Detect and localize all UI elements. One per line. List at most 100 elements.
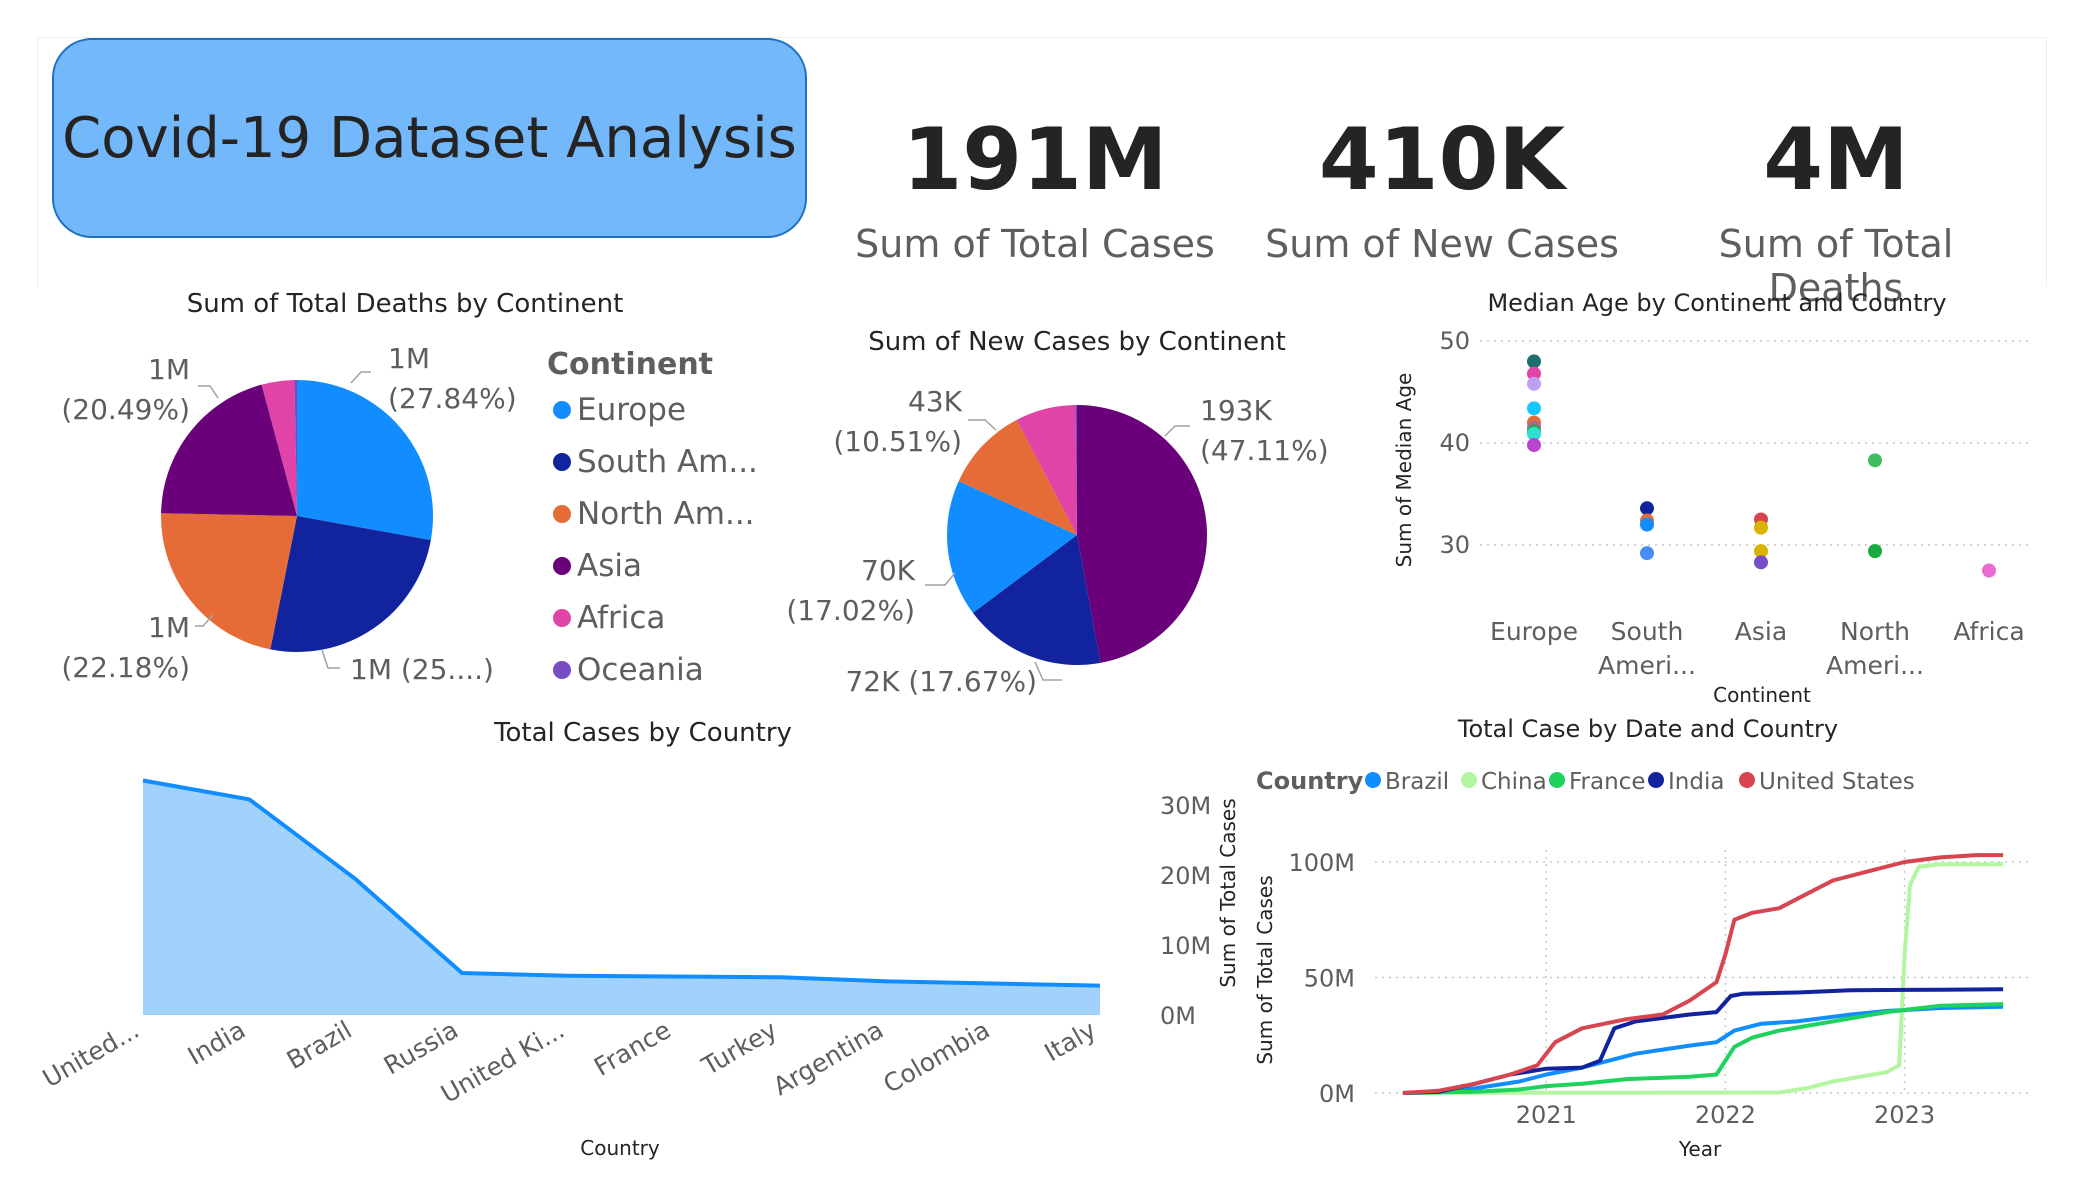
deaths-legend-item-oceania[interactable]: Oceania xyxy=(553,652,704,688)
deaths-pie-legend[interactable]: Continent Europe South Am... North Am... As… xyxy=(547,347,758,688)
line-series-brazil[interactable] xyxy=(1402,1004,2004,1095)
line-legend[interactable]: Brazil China France India United States xyxy=(1365,769,1915,795)
deaths-pie-slice-asia[interactable] xyxy=(161,384,297,516)
area-y-tick: 10M xyxy=(1160,932,1211,960)
new-cases-pie-labels: 193K (47.11%) 72K (17.67%) 70K (17.02%) … xyxy=(786,385,1328,698)
deaths-label-europe-pct: (27.84%) xyxy=(388,382,517,415)
scatter-point[interactable] xyxy=(1754,555,1768,570)
scatter-point[interactable] xyxy=(1527,401,1541,416)
area-y-axis-title: Sum of Total Cases xyxy=(1216,798,1240,987)
line-legend-item-united-states[interactable]: United States xyxy=(1739,769,1915,795)
deaths-pie-slice-europe[interactable] xyxy=(297,380,433,541)
new-cases-pie-slice-south-america[interactable] xyxy=(972,535,1101,665)
area-title: Total Cases by Country xyxy=(493,718,792,748)
area-line[interactable] xyxy=(142,778,1101,988)
deaths-legend-label-europe: Europe xyxy=(577,392,686,428)
report-title: Covid-19 Dataset Analysis xyxy=(62,105,797,171)
area-x-tick-italy: Italy xyxy=(1040,1015,1102,1067)
new-cases-pie-slice-north-america[interactable] xyxy=(958,419,1077,535)
scatter-point[interactable] xyxy=(1868,453,1882,468)
deaths-legend-label-oceania: Oceania xyxy=(577,652,704,688)
new-cases-label-europe-pct: (17.02%) xyxy=(786,594,915,627)
scatter-point[interactable] xyxy=(1527,426,1541,441)
scatter-point[interactable] xyxy=(1640,546,1654,561)
deaths-legend-marker-asia xyxy=(553,557,571,575)
deaths-pie-slice-oceania[interactable] xyxy=(294,380,297,516)
new-cases-pie-title: Sum of New Cases by Continent xyxy=(868,327,1286,357)
scatter-point[interactable] xyxy=(1527,354,1541,369)
scatter-point[interactable] xyxy=(1754,544,1768,559)
deaths-legend-item-asia[interactable]: Asia xyxy=(553,548,642,584)
deaths-label-asia-pct: (20.49%) xyxy=(61,393,190,426)
scatter-point[interactable] xyxy=(1640,517,1654,532)
total-cases-area-chart[interactable]: Total Cases by Country Sum of Total Case… xyxy=(38,718,1240,1160)
area-y-tick: 0M xyxy=(1160,1002,1196,1030)
report-title-box: Covid-19 Dataset Analysis xyxy=(52,38,807,238)
line-series-france[interactable] xyxy=(1402,1002,2004,1095)
area-x-tick-united: United... xyxy=(38,1015,144,1093)
kpi-total-cases[interactable]: 191M Sum of Total Cases xyxy=(845,110,1225,266)
line-legend-marker-united-states xyxy=(1739,772,1755,788)
deaths-pie-slice-north-america[interactable] xyxy=(160,513,297,650)
scatter-point[interactable] xyxy=(1868,544,1882,559)
line-legend-label-france: France xyxy=(1569,769,1645,795)
line-y-tick: 0M xyxy=(1319,1080,1355,1108)
new-cases-label-asia-value: 193K xyxy=(1200,394,1272,427)
new-cases-label-north-america-pct: (10.51%) xyxy=(833,425,962,458)
kpi-new-cases-label: Sum of New Cases xyxy=(1265,222,1619,266)
deaths-label-asia-value: 1M xyxy=(148,353,190,386)
deaths-legend-label-south-america: South Am... xyxy=(577,444,758,480)
line-legend-item-india[interactable]: India xyxy=(1648,769,1724,795)
scatter-point[interactable] xyxy=(1754,520,1768,535)
scatter-y-tick: 40 xyxy=(1439,429,1470,457)
new-cases-pie-slice-asia[interactable] xyxy=(1077,405,1208,663)
kpi-total-cases-value: 191M xyxy=(902,110,1168,210)
scatter-point[interactable] xyxy=(1527,376,1541,391)
deaths-label-north-america-pct: (22.18%) xyxy=(61,651,190,684)
new-cases-pie-slice-africa[interactable] xyxy=(1016,405,1077,535)
deaths-legend-item-europe[interactable]: Europe xyxy=(553,392,686,428)
line-legend-item-brazil[interactable]: Brazil xyxy=(1365,769,1449,795)
line-x-tick: 2023 xyxy=(1874,1101,1935,1129)
new-cases-label-asia-pct: (47.11%) xyxy=(1200,434,1329,467)
kpi-total-deaths-value: 4M xyxy=(1763,110,1909,210)
deaths-legend-marker-europe xyxy=(553,401,571,419)
deaths-pie-slice-south-america[interactable] xyxy=(270,516,431,652)
scatter-point[interactable] xyxy=(1527,438,1541,453)
deaths-pie-chart[interactable]: Sum of Total Deaths by Continent 1M (27.… xyxy=(61,289,758,688)
line-y-tick: 100M xyxy=(1288,849,1355,877)
line-legend-item-china[interactable]: China xyxy=(1461,769,1547,795)
line-legend-label-brazil: Brazil xyxy=(1385,769,1449,795)
line-legend-marker-brazil xyxy=(1365,772,1381,788)
line-y-tick: 50M xyxy=(1304,965,1355,993)
deaths-legend-marker-south-america xyxy=(553,453,571,471)
total-case-line-chart[interactable]: Total Case by Date and Country Sum of To… xyxy=(1253,715,2030,1161)
deaths-pie-slice-africa[interactable] xyxy=(261,380,297,516)
kpi-new-cases[interactable]: 410K Sum of New Cases xyxy=(1252,110,1632,266)
line-series-china[interactable] xyxy=(1402,862,2004,1095)
deaths-legend-item-south-america[interactable]: South Am... xyxy=(553,444,758,480)
scatter-point[interactable] xyxy=(1527,366,1541,381)
line-legend-item-france[interactable]: France xyxy=(1549,769,1645,795)
deaths-legend-marker-africa xyxy=(553,609,571,627)
deaths-legend-item-africa[interactable]: Africa xyxy=(553,600,665,636)
kpi-new-cases-value: 410K xyxy=(1318,110,1566,210)
median-age-scatter-chart[interactable]: Median Age by Continent and Country Sum … xyxy=(1392,289,2030,707)
deaths-label-south-america: 1M (25....) xyxy=(350,653,494,686)
kpi-total-deaths[interactable]: 4M Sum of Total Deaths xyxy=(1646,110,2026,310)
area-x-tick-turkey: Turkey xyxy=(696,1015,782,1081)
scatter-x-axis-title: Continent xyxy=(1713,683,1811,707)
scatter-point[interactable] xyxy=(1640,501,1654,516)
new-cases-pie-slice-europe[interactable] xyxy=(947,481,1077,613)
deaths-legend-label-north-america: North Am... xyxy=(577,496,755,532)
line-series-united-states[interactable] xyxy=(1402,853,2004,1095)
new-cases-pie-slice-oceania[interactable] xyxy=(1075,405,1077,535)
deaths-legend-item-north-america[interactable]: North Am... xyxy=(553,496,755,532)
scatter-y-tick: 50 xyxy=(1439,327,1470,355)
area-x-tick-russia: Russia xyxy=(379,1015,463,1080)
scatter-point[interactable] xyxy=(1982,563,1996,578)
line-legend-marker-france xyxy=(1549,772,1565,788)
scatter-x-tick: Ameri... xyxy=(1598,651,1696,680)
scatter-x-tick: Europe xyxy=(1490,617,1578,646)
new-cases-pie-chart[interactable]: Sum of New Cases by Continent 193K (47.1… xyxy=(786,327,1328,698)
